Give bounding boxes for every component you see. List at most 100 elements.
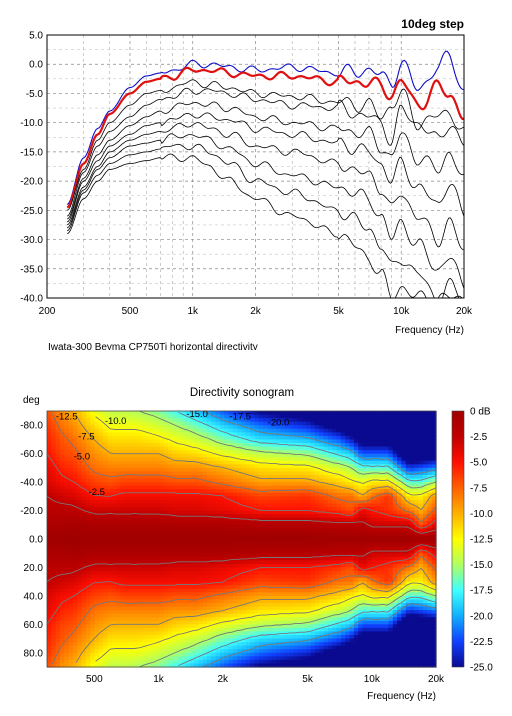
heatmap-cell [94,489,100,494]
heatmap-cell [47,581,52,586]
heatmap-cell [51,656,57,661]
heatmap-cell [211,542,217,547]
heatmap-cell [245,659,251,665]
heatmap-cell [215,574,221,579]
heatmap-cell [124,531,130,537]
heatmap-cell [280,464,286,469]
heatmap-cell [107,659,113,665]
heatmap-cell [327,496,333,501]
heatmap-cell [323,414,329,419]
heatmap-cell [198,638,204,643]
heatmap-cell [302,556,307,561]
heatmap-cell [72,624,78,629]
heatmap-cell [245,464,251,469]
heatmap-cell [327,460,333,465]
heatmap-cell [310,460,316,465]
heatmap-cell [232,649,238,654]
heatmap-cell [163,482,169,487]
heatmap-cell [124,478,130,483]
heatmap-cell [332,435,338,441]
heatmap-cell [168,432,173,437]
heatmap-cell [219,556,225,561]
heatmap-cell [111,435,117,441]
heatmap-cell [47,485,52,490]
heatmap-cell [64,432,70,437]
heatmap-cell [232,535,238,540]
heatmap-cell [250,503,256,508]
heatmap-cell [250,453,256,458]
heatmap-cell [85,457,91,462]
heatmap-cell [219,539,225,544]
heatmap-cell [111,485,117,490]
heatmap-cell [245,613,251,618]
heatmap-cell [228,531,234,537]
heatmap-cell [250,581,256,586]
heatmap-cell [289,606,294,611]
heatmap-cell [267,571,273,576]
heatmap-cell [280,560,286,565]
heatmap-cell [124,418,130,423]
heatmap-cell [306,631,312,636]
heatmap-cell [211,592,217,597]
heatmap-cell [271,467,277,473]
heatmap-cell [258,482,264,487]
heatmap-cell [55,425,61,430]
heatmap-cell [77,535,83,540]
heatmap-cell [267,631,273,636]
heatmap-cell [284,560,290,565]
heatmap-cell [51,450,57,455]
heatmap-cell [98,496,104,501]
heatmap-cell [284,627,290,633]
heatmap-cell [237,642,243,647]
heatmap-cell [55,588,61,593]
heatmap-cell [90,517,96,522]
heatmap-cell [98,521,104,526]
heatmap-cell [129,560,135,565]
heatmap-cell [90,642,96,647]
heatmap-cell [297,599,303,604]
heatmap-cell [323,467,329,473]
heatmap-cell [107,631,113,636]
heatmap-cell [293,556,299,561]
heatmap-cell [284,528,290,533]
heatmap-cell [168,645,173,650]
heatmap-cell [327,428,333,433]
heatmap-cell [250,627,256,633]
heatmap-cell [245,624,251,629]
heatmap-cell [103,418,109,423]
heatmap-cell [284,567,290,572]
heatmap-cell [150,645,156,650]
heatmap-cell [64,567,70,572]
heatmap-cell [302,659,307,665]
heatmap-cell [59,439,65,444]
heatmap-cell [276,439,281,444]
heatmap-cell [90,567,96,572]
heatmap-cell [94,642,100,647]
heatmap-cell [163,560,169,565]
heatmap-cell [271,432,277,437]
heatmap-cell [77,645,83,650]
heatmap-cell [293,535,299,540]
heatmap-cell [310,645,316,650]
heatmap-cell [159,428,165,433]
heatmap-cell [72,603,78,608]
heatmap-cell [185,485,191,490]
heatmap-cell [55,613,61,618]
heatmap-cell [323,631,329,636]
heatmap-cell [327,443,333,448]
heatmap-cell [51,631,57,636]
heatmap-cell [310,503,316,508]
heatmap-cell [189,588,195,593]
heatmap-cell [302,656,307,661]
heatmap-cell [284,635,290,640]
heatmap-cell [241,542,247,547]
heatmap-cell [180,482,186,487]
heatmap-cell [254,411,260,416]
heatmap-cell [172,613,178,618]
heatmap-cell [189,450,195,455]
heatmap-cell [254,645,260,650]
heatmap-cell [293,464,299,469]
heatmap-cell [137,610,143,615]
heatmap-cell [293,560,299,565]
heatmap-cell [263,439,269,444]
